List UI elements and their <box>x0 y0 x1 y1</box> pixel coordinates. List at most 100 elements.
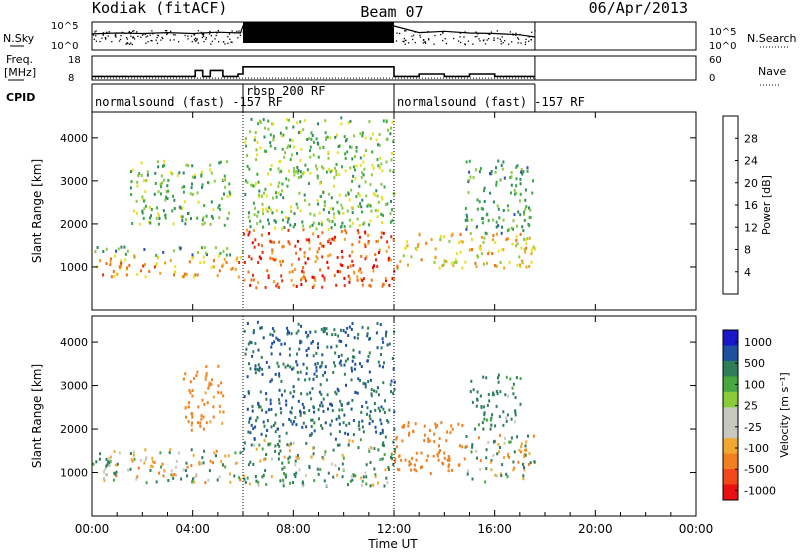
x-tick-label: 04:00 <box>175 522 210 536</box>
heat-cell <box>472 388 475 392</box>
heat-cell <box>314 278 317 282</box>
nsky-point <box>166 32 168 35</box>
heat-cell <box>157 165 160 169</box>
heat-cell <box>221 463 224 467</box>
heat-cell <box>185 273 188 276</box>
heat-cell <box>302 228 305 232</box>
heat-cell <box>515 244 518 248</box>
nsky-point <box>172 34 175 36</box>
heat-cell <box>221 421 224 425</box>
heat-cell <box>340 353 343 357</box>
heat-cell <box>315 351 318 355</box>
heat-cell <box>382 231 385 235</box>
heat-cell <box>302 406 305 410</box>
heat-cell <box>296 456 299 460</box>
heat-cell <box>519 192 522 196</box>
heat-cell <box>499 472 502 476</box>
heat-cell <box>213 259 215 263</box>
heat-cell <box>524 444 527 448</box>
heat-cell <box>358 235 361 239</box>
heat-cell <box>151 456 154 460</box>
heat-cell <box>386 202 389 206</box>
heat-cell <box>365 400 368 404</box>
heat-cell <box>249 130 252 134</box>
heat-cell <box>155 253 158 257</box>
heat-cell <box>523 455 526 458</box>
heat-cell <box>299 170 302 174</box>
heat-cell <box>151 460 154 464</box>
heat-cell <box>427 437 430 441</box>
heat-cell <box>355 149 358 153</box>
heat-cell <box>479 468 482 472</box>
heat-cell <box>359 156 362 160</box>
heat-cell <box>438 266 441 270</box>
heat-cell <box>486 403 489 407</box>
heat-cell <box>131 460 134 463</box>
heat-cell <box>374 253 377 257</box>
heat-cell <box>499 446 501 449</box>
heat-cell <box>525 205 528 209</box>
heat-cell <box>270 457 273 461</box>
heat-cell <box>204 375 207 379</box>
heat-cell <box>357 205 360 208</box>
heat-cell <box>492 391 495 395</box>
heat-cell <box>218 204 221 207</box>
heat-cell <box>520 168 523 172</box>
heat-cell <box>458 463 461 467</box>
heat-cell <box>305 425 308 429</box>
heat-cell <box>253 245 256 249</box>
heat-cell <box>339 270 342 274</box>
heat-cell <box>528 265 531 268</box>
heat-cell <box>300 147 303 151</box>
nsearch-scale-top: 10^5 <box>709 27 736 38</box>
heat-cell <box>343 284 346 288</box>
heat-cell <box>387 256 390 260</box>
heat-cell <box>286 443 289 447</box>
nsky-point <box>151 40 153 42</box>
heat-cell <box>286 332 289 336</box>
heat-cell <box>408 460 411 464</box>
heat-cell <box>380 405 383 409</box>
heat-cell <box>512 392 515 396</box>
heat-cell <box>327 150 330 154</box>
heat-cell <box>390 390 392 394</box>
heat-cell <box>287 217 290 221</box>
heat-cell <box>296 171 299 175</box>
heat-cell <box>296 121 299 125</box>
heat-cell <box>408 463 411 467</box>
heat-cell <box>335 163 338 166</box>
nsky-point <box>424 41 426 43</box>
heat-cell <box>137 174 140 178</box>
heat-cell <box>297 329 300 333</box>
heat-cell <box>218 269 221 273</box>
nsky-point <box>224 43 226 45</box>
heat-cell <box>318 247 321 251</box>
heat-cell <box>489 418 492 422</box>
heat-cell <box>373 467 376 471</box>
heat-cell <box>385 138 388 141</box>
heat-cell <box>532 179 534 183</box>
heat-cell <box>263 439 266 443</box>
nsky-point <box>203 33 205 35</box>
heat-cell <box>290 263 293 267</box>
nsky-point <box>126 42 128 44</box>
heat-cell <box>219 251 222 255</box>
heat-cell <box>340 363 343 367</box>
heat-cell <box>300 283 303 286</box>
heat-cell <box>218 161 221 165</box>
heat-cell <box>268 232 270 235</box>
heat-cell <box>361 405 364 408</box>
heat-cell <box>246 476 249 480</box>
heat-cell <box>271 257 274 261</box>
heat-cell <box>508 260 511 264</box>
heat-cell <box>251 241 254 245</box>
heat-cell <box>488 250 491 254</box>
heat-cell <box>305 372 308 376</box>
heat-cell <box>523 237 525 241</box>
x-tick-label: 12:00 <box>377 522 412 536</box>
colorbar-tick-label: 4 <box>744 266 751 279</box>
heat-cell <box>378 251 380 254</box>
heat-cell <box>164 261 166 265</box>
heat-cell <box>517 210 520 214</box>
heat-cell <box>203 449 206 453</box>
